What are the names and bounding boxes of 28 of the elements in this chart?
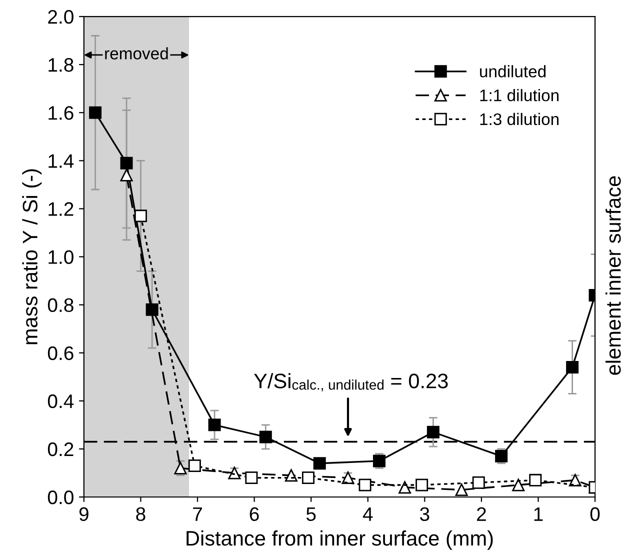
x-tick-label: 6 bbox=[250, 507, 259, 522]
x-tick-label: 7 bbox=[193, 507, 202, 521]
legend-label: 1:1 dilution bbox=[480, 89, 559, 102]
y-tick-label: 1.2 bbox=[48, 202, 74, 216]
text: element inner surface bbox=[606, 176, 621, 375]
x-tick-label: 5 bbox=[306, 507, 316, 522]
y-tick-label: 0.8 bbox=[48, 298, 74, 312]
x-tick-label: 2 bbox=[477, 507, 486, 521]
y-tick-label: 0.4 bbox=[48, 394, 74, 408]
legend-label: 1:3 dilution bbox=[480, 112, 559, 126]
y-tick-label: 0.6 bbox=[48, 346, 74, 360]
x-tick-label: 9 bbox=[79, 507, 88, 522]
x-tick-label: 4 bbox=[362, 507, 373, 521]
y-tick-label: 0.2 bbox=[48, 442, 74, 456]
legend-label: undiluted bbox=[480, 65, 546, 78]
band-label: removed bbox=[105, 47, 168, 60]
x-axis-title: Distance from inner surface (mm) bbox=[186, 530, 493, 550]
y-tick-label: 1.6 bbox=[48, 106, 74, 120]
y-tick-label: 1.0 bbox=[48, 250, 74, 264]
x-tick-label: 8 bbox=[136, 507, 146, 522]
y-tick-label: 2.0 bbox=[48, 10, 74, 24]
x-tick-label: 1 bbox=[534, 507, 543, 521]
x-tick-label: 3 bbox=[420, 507, 430, 522]
x-tick-label: 0 bbox=[590, 507, 600, 522]
y-tick-label: 0.0 bbox=[48, 490, 74, 504]
y-tick-label: 1.8 bbox=[48, 58, 74, 72]
y-axis-title: mass ratio Y / Si (-) bbox=[22, 169, 42, 344]
y-tick-label: 1.4 bbox=[48, 154, 74, 168]
